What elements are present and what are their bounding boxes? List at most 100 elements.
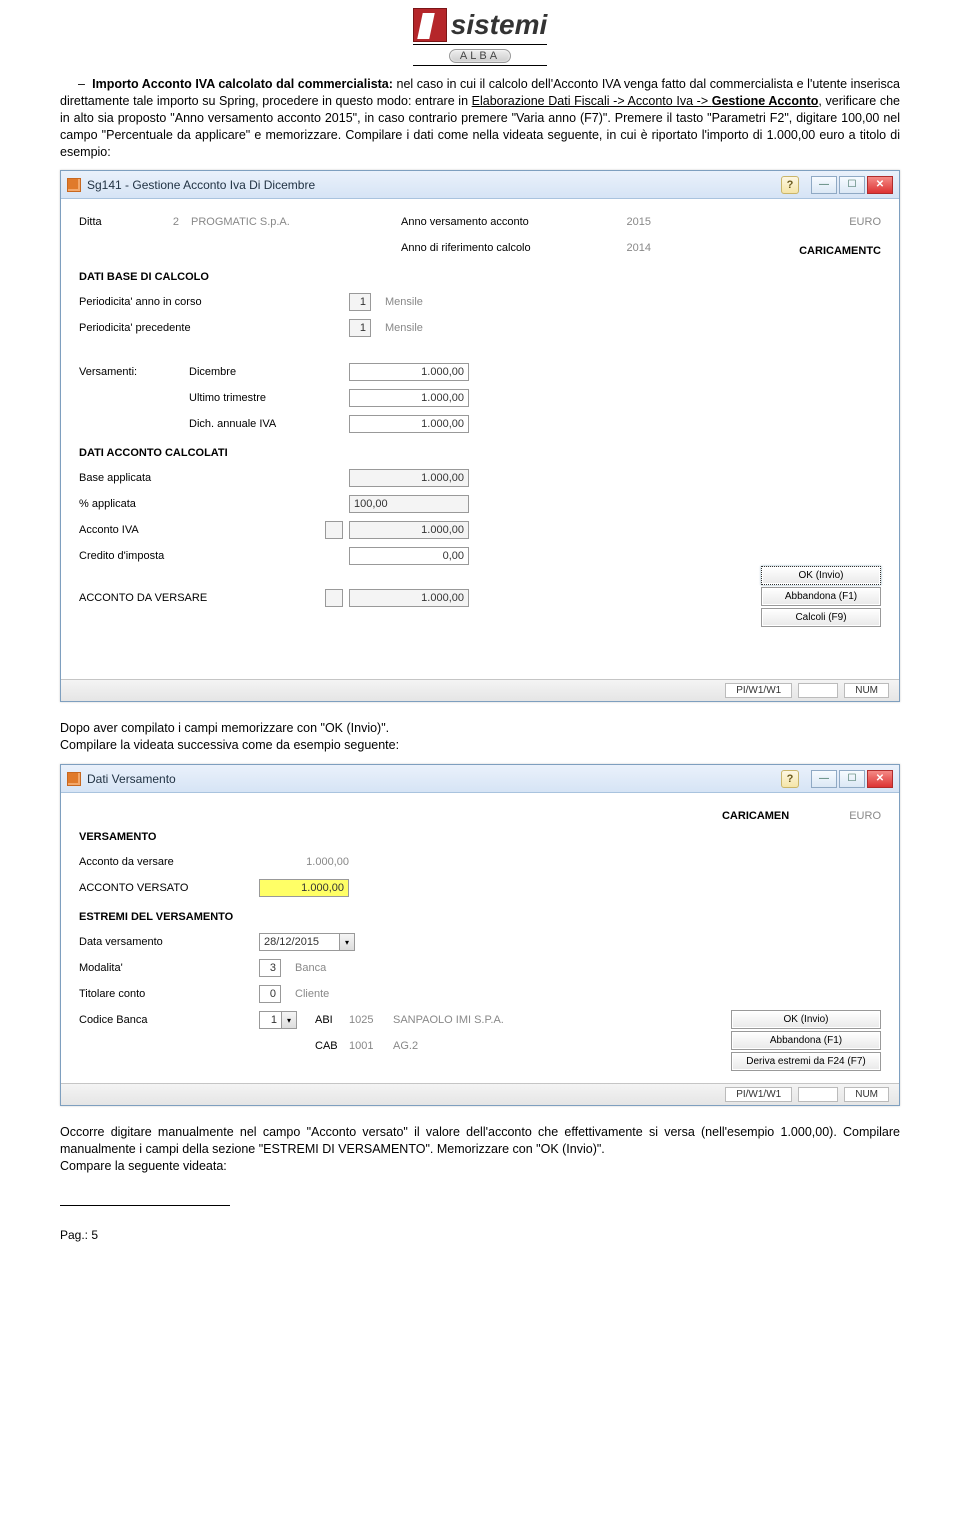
- abi-text: SANPAOLO IMI S.P.A.: [393, 1014, 504, 1026]
- app-icon: [67, 772, 81, 786]
- acconto-versato-label: ACCONTO VERSATO: [79, 882, 259, 894]
- status-caption: CARICAMEN: [722, 810, 789, 822]
- app-icon: [67, 178, 81, 192]
- status-left: PI/W1/W1: [725, 683, 792, 698]
- logo-mark: [413, 8, 447, 42]
- base-applicata-label: Base applicata: [79, 472, 349, 484]
- intro-bold: Importo Acconto IVA calcolato dal commer…: [92, 77, 393, 91]
- help-icon[interactable]: ?: [781, 770, 799, 788]
- cab-label: CAB: [315, 1040, 349, 1052]
- abbandona-button[interactable]: Abbandona (F1): [731, 1031, 881, 1050]
- ok-button[interactable]: OK (Invio): [731, 1010, 881, 1029]
- minimize-button[interactable]: —: [811, 770, 837, 788]
- status-mid: [798, 683, 838, 698]
- section-versamento: VERSAMENTO: [79, 831, 881, 843]
- acconto-da-versare-label: ACCONTO DA VERSARE: [79, 592, 325, 604]
- vers-dicembre-label: Dicembre: [189, 366, 349, 378]
- data-versamento-input[interactable]: [259, 933, 339, 951]
- versamenti-label: Versamenti:: [79, 366, 189, 378]
- maximize-button[interactable]: ☐: [839, 176, 865, 194]
- status-left: PI/W1/W1: [725, 1087, 792, 1102]
- currency: EURO: [849, 810, 881, 822]
- acconto-iva-flag[interactable]: [325, 521, 343, 539]
- deriva-estremi-button[interactable]: Deriva estremi da F24 (F7): [731, 1052, 881, 1071]
- modalita-label: Modalita': [79, 962, 259, 974]
- outro-paragraph: Occorre digitare manualmente nel campo "…: [60, 1124, 900, 1175]
- titolare-input[interactable]: [259, 985, 281, 1003]
- statusbar: PI/W1/W1 NUM: [61, 679, 899, 701]
- ditta-label: Ditta: [79, 216, 161, 228]
- section-dati-acconto: DATI ACCONTO CALCOLATI: [79, 447, 881, 459]
- periodicita-corso-input[interactable]: [349, 293, 371, 311]
- window-title: Sg141 - Gestione Acconto Iva Di Dicembre: [87, 178, 781, 192]
- modalita-input[interactable]: [259, 959, 281, 977]
- titolare-text: Cliente: [295, 988, 329, 1000]
- codice-banca-label: Codice Banca: [79, 1014, 259, 1026]
- status-right: NUM: [844, 1087, 889, 1102]
- acconto-da-versare-label: Acconto da versare: [79, 856, 259, 868]
- data-versamento-field[interactable]: ▾: [259, 933, 355, 951]
- acconto-da-versare-value: 1.000,00: [259, 856, 349, 868]
- vers-dicembre-input[interactable]: [349, 363, 469, 381]
- close-button[interactable]: ✕: [867, 770, 893, 788]
- logo: sistemi ALBA: [413, 8, 548, 68]
- cab-value: 1001: [349, 1040, 393, 1052]
- section-dati-base: DATI BASE DI CALCOLO: [79, 271, 881, 283]
- codice-banca-field[interactable]: ▾: [259, 1011, 297, 1029]
- cab-text: AG.2: [393, 1040, 418, 1052]
- abi-label: ABI: [315, 1014, 349, 1026]
- credito-imposta-label: Credito d'imposta: [79, 550, 349, 562]
- abbandona-button[interactable]: Abbandona (F1): [761, 587, 881, 606]
- chevron-down-icon[interactable]: ▾: [281, 1011, 297, 1029]
- periodicita-corso-label: Periodicita' anno in corso: [79, 296, 349, 308]
- currency: EURO: [849, 216, 881, 228]
- periodicita-prec-label: Periodicita' precedente: [79, 322, 349, 334]
- window-dati-versamento: Dati Versamento ? — ☐ ✕ CARICAMEN EURO V…: [60, 764, 900, 1106]
- help-icon[interactable]: ?: [781, 176, 799, 194]
- credito-imposta-input[interactable]: [349, 547, 469, 565]
- ok-button[interactable]: OK (Invio): [761, 566, 881, 585]
- close-button[interactable]: ✕: [867, 176, 893, 194]
- vers-dich-input[interactable]: [349, 415, 469, 433]
- vers-ultimo-label: Ultimo trimestre: [189, 392, 349, 404]
- page-header: sistemi ALBA: [60, 8, 900, 68]
- window-title: Dati Versamento: [87, 772, 781, 786]
- mid-paragraph: Dopo aver compilato i campi memorizzare …: [60, 720, 900, 754]
- codice-banca-input[interactable]: [259, 1011, 281, 1029]
- periodicita-prec-input[interactable]: [349, 319, 371, 337]
- section-estremi: ESTREMI DEL VERSAMENTO: [79, 911, 881, 923]
- anno-versamento-value: 2015: [601, 216, 651, 228]
- logo-text: sistemi: [451, 9, 548, 41]
- calcoli-button[interactable]: Calcoli (F9): [761, 608, 881, 627]
- titolare-label: Titolare conto: [79, 988, 259, 1000]
- titlebar: Sg141 - Gestione Acconto Iva Di Dicembre…: [61, 171, 899, 199]
- titlebar: Dati Versamento ? — ☐ ✕: [61, 765, 899, 793]
- status-caption: CARICAMENTC: [799, 245, 881, 257]
- base-applicata-input[interactable]: [349, 469, 469, 487]
- ditta-num: 2: [161, 216, 191, 228]
- anno-rif-value: 2014: [601, 242, 651, 254]
- anno-rif-label: Anno di riferimento calcolo: [401, 242, 601, 254]
- footer: Pag.: 5: [60, 1205, 900, 1242]
- acconto-iva-label: Acconto IVA: [79, 524, 325, 536]
- vers-ultimo-input[interactable]: [349, 389, 469, 407]
- vers-dich-label: Dich. annuale IVA: [189, 418, 349, 430]
- abi-value: 1025: [349, 1014, 393, 1026]
- pct-applicata-input[interactable]: [349, 495, 469, 513]
- maximize-button[interactable]: ☐: [839, 770, 865, 788]
- statusbar: PI/W1/W1 NUM: [61, 1083, 899, 1105]
- periodicita-prec-text: Mensile: [385, 322, 423, 334]
- acconto-da-versare-input[interactable]: [349, 589, 469, 607]
- acconto-versato-input[interactable]: [259, 879, 349, 897]
- ditta-name: PROGMATIC S.p.A.: [191, 216, 401, 228]
- data-versamento-label: Data versamento: [79, 936, 259, 948]
- chevron-down-icon[interactable]: ▾: [339, 933, 355, 951]
- acconto-iva-input[interactable]: [349, 521, 469, 539]
- pct-applicata-label: % applicata: [79, 498, 349, 510]
- modalita-text: Banca: [295, 962, 326, 974]
- status-right: NUM: [844, 683, 889, 698]
- anno-versamento-label: Anno versamento acconto: [401, 216, 601, 228]
- page-number: Pag.: 5: [60, 1228, 900, 1242]
- minimize-button[interactable]: —: [811, 176, 837, 194]
- acconto-da-versare-flag[interactable]: [325, 589, 343, 607]
